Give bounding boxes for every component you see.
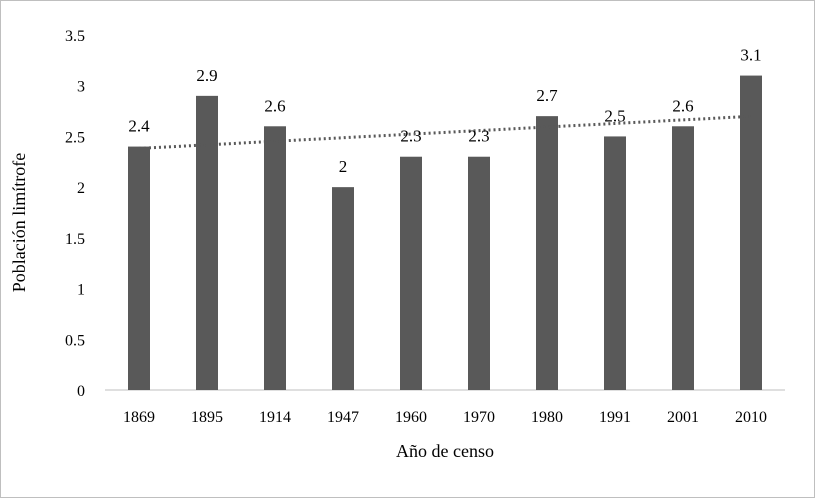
- bar: [400, 156, 422, 390]
- data-label: 2.3: [400, 127, 421, 146]
- y-axis-title: Población limítrofe: [9, 153, 29, 292]
- bar: [264, 126, 286, 391]
- bar: [604, 136, 626, 390]
- x-tick-label: 2001: [667, 409, 699, 426]
- x-tick-label: 2010: [735, 409, 767, 426]
- data-label: 3.1: [740, 46, 761, 65]
- data-label: 2.6: [672, 96, 693, 115]
- data-label: 2: [339, 157, 348, 176]
- x-tick-label: 1970: [463, 409, 495, 426]
- x-tick-label: 1869: [123, 409, 155, 426]
- data-label: 2.7: [536, 86, 558, 105]
- y-tick-label: 3: [77, 79, 85, 96]
- data-label: 2.4: [128, 117, 150, 136]
- bar: [196, 95, 218, 390]
- data-label: 2.9: [196, 66, 217, 85]
- bar: [128, 146, 150, 390]
- y-tick-label: 3.5: [65, 28, 85, 45]
- bar: [672, 126, 694, 391]
- trendline: [138, 114, 752, 150]
- data-label: 2.6: [264, 96, 285, 115]
- x-axis-ticks: 1869 1895 1914 1947 1960 1970 1980 1991 2001 2010: [123, 409, 767, 426]
- x-tick-label: 1980: [531, 409, 563, 426]
- data-label: 2.5: [604, 106, 625, 125]
- bar: [536, 116, 558, 391]
- y-tick-label: 2: [77, 180, 85, 197]
- y-tick-label: 1: [77, 282, 85, 299]
- data-label: 2.3: [468, 127, 489, 146]
- x-axis-title: Año de censo: [396, 441, 494, 461]
- y-axis-ticks: 0 0.5 1 1.5 2 2.5 3 3.5: [65, 28, 85, 400]
- y-tick-label: 2.5: [65, 129, 85, 146]
- y-tick-label: 0.5: [65, 332, 85, 349]
- bar: [332, 187, 354, 390]
- y-tick-label: 1.5: [65, 231, 85, 248]
- bars: [128, 75, 762, 391]
- x-tick-label: 1960: [395, 409, 427, 426]
- x-tick-label: 1991: [599, 409, 631, 426]
- bar: [468, 156, 490, 390]
- bar: [740, 75, 762, 391]
- y-tick-label: 0: [77, 383, 85, 400]
- data-labels: 2.4 2.9 2.6 2 2.3 2.3 2.7 2.5 2.6 3.1: [128, 46, 761, 177]
- x-tick-label: 1914: [259, 409, 291, 426]
- x-tick-label: 1895: [191, 409, 223, 426]
- x-tick-label: 1947: [327, 409, 359, 426]
